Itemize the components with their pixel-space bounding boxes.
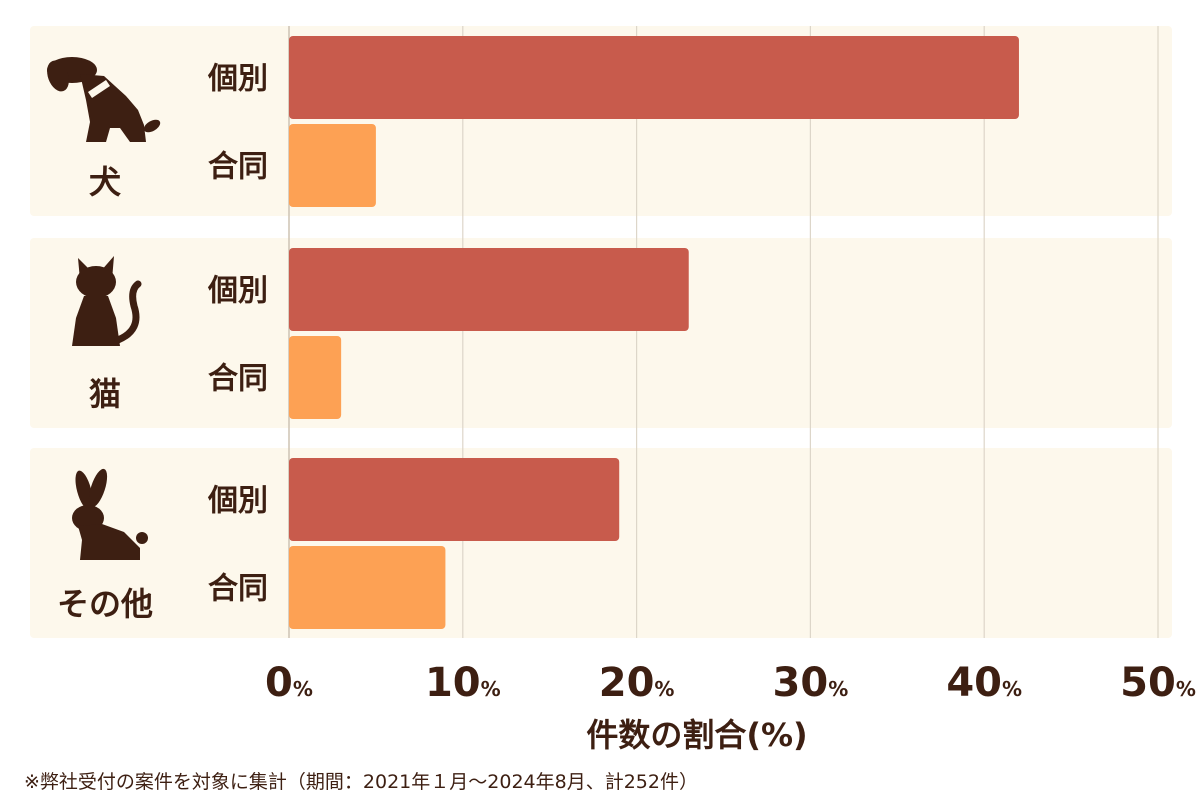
dog-icon [47,57,161,142]
bar-label: 合同 [208,362,268,397]
group-label: 犬 [89,163,121,201]
rabbit-icon [72,468,148,560]
bar-label: 合同 [208,150,268,185]
x-tick-label: 30% [773,660,849,706]
bar-individual [289,36,1019,119]
bar-individual [289,248,689,331]
x-tick-label: 0% [265,660,313,706]
bar-individual [289,458,620,541]
footnote: ※弊社受付の案件を対象に集計（期間：2021年１月～2024年8月、計252件） [24,771,698,793]
bar-label: 個別 [207,62,268,97]
bar-joint [289,546,446,629]
bar-label: 個別 [207,274,268,309]
x-axis-label: 件数の割合(%) [586,716,807,754]
x-tick-label: 50% [1120,660,1196,706]
x-tick-label: 40% [946,660,1022,706]
x-tick-label: 20% [599,660,675,706]
group-label: その他 [57,585,153,623]
bar-label: 合同 [208,572,268,607]
group-label: 猫 [89,375,121,413]
bar-joint [289,124,376,207]
cat-icon [72,256,142,346]
bar-label: 個別 [207,484,268,519]
x-tick-label: 10% [425,660,501,706]
bar-joint [289,336,342,419]
